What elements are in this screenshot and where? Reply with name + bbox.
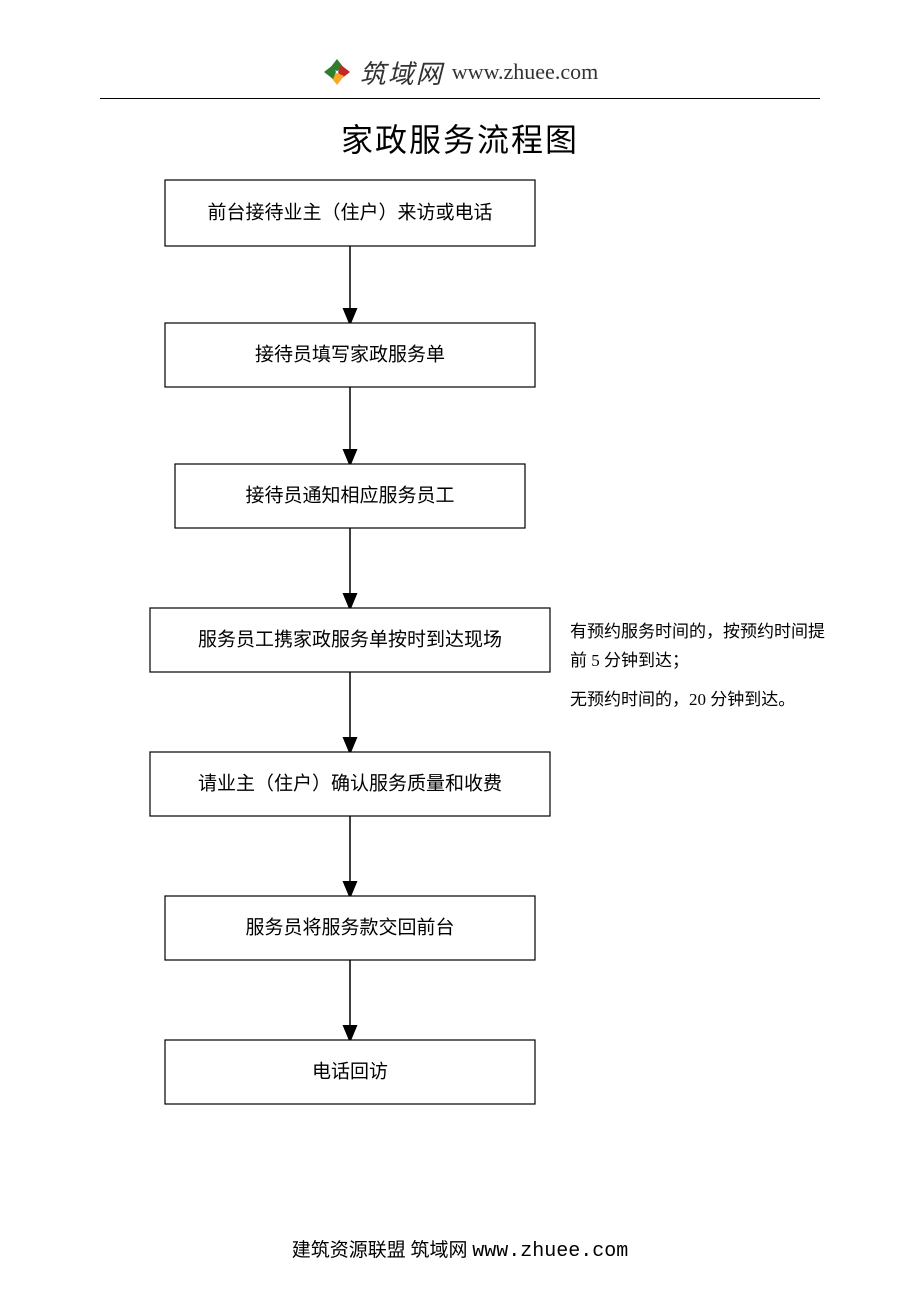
footer-text: 建筑资源联盟 筑域网: [292, 1240, 468, 1261]
page: 筑域网 www.zhuee.com 家政服务流程图 前台接待业主（住户）来访或电…: [0, 0, 920, 1302]
annotation-line-2: 无预约时间的，20 分钟到达。: [570, 686, 830, 715]
annotation: 有预约服务时间的，按预约时间提前 5 分钟到达； 无预约时间的，20 分钟到达。: [570, 618, 830, 725]
flow-node-label: 服务员将服务款交回前台: [245, 917, 454, 939]
flow-node-label: 电话回访: [312, 1061, 388, 1083]
footer: 建筑资源联盟 筑域网 www.zhuee.com: [0, 1235, 920, 1263]
flow-node-label: 接待员填写家政服务单: [255, 344, 445, 366]
footer-url: www.zhuee.com: [472, 1240, 628, 1263]
flow-node-label: 前台接待业主（住户）来访或电话: [207, 202, 492, 224]
flow-node-label: 接待员通知相应服务员工: [245, 485, 454, 507]
flow-node-label: 请业主（住户）确认服务质量和收费: [198, 773, 502, 795]
annotation-line-1: 有预约服务时间的，按预约时间提前 5 分钟到达；: [570, 618, 830, 676]
flow-node-label: 服务员工携家政服务单按时到达现场: [198, 629, 502, 651]
